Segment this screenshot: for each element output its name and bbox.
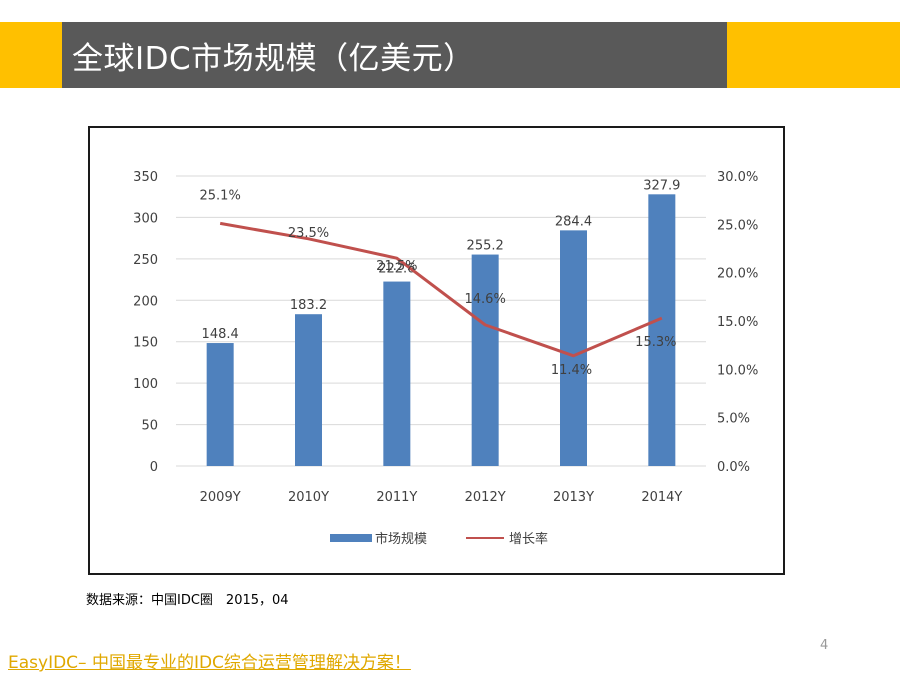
chart: 0 50 100 150 200 250 300 350 0.0% 5.0% 10.0% 15.0% 2… [133, 170, 758, 547]
y-left-tick-label: 50 [141, 419, 158, 434]
bar-value-label: 148.4 [202, 327, 239, 342]
line-value-label: 14.6% [465, 292, 506, 307]
bar [471, 254, 499, 466]
bar-value-label: 327.9 [643, 178, 680, 193]
y-right-tick-label: 0.0% [717, 460, 750, 475]
accent-bar-left [0, 22, 62, 88]
y-left-tick-label: 150 [133, 336, 158, 351]
bar [648, 194, 676, 466]
line-value-label: 15.3% [635, 335, 676, 350]
accent-bar-right [727, 22, 900, 88]
y-left-tick-label: 350 [133, 170, 158, 185]
bar-value-label: 255.2 [467, 239, 504, 254]
y-right-tick-label: 10.0% [717, 363, 758, 378]
y-left-tick-label: 0 [150, 460, 158, 475]
y-right-tick-label: 25.0% [717, 218, 758, 233]
x-tick-label: 2014Y [641, 490, 682, 505]
growth-line [219, 221, 663, 358]
line-value-label: 21.5% [376, 259, 417, 274]
x-tick-label: 2009Y [200, 490, 241, 505]
legend-swatch-bar [330, 534, 372, 542]
slogan-link[interactable]: EasyIDC– 中国最专业的IDC综合运营管理解决方案！ [8, 653, 411, 673]
y-right-tick-label: 5.0% [717, 412, 750, 427]
page-number: 4 [820, 638, 829, 653]
x-tick-label: 2010Y [288, 490, 329, 505]
title-band: 全球IDC市场规模（亿美元） [62, 22, 727, 88]
legend-label-bar: 市场规模 [375, 531, 427, 547]
y-right-tick-label: 30.0% [717, 170, 758, 185]
x-tick-label: 2012Y [465, 490, 506, 505]
y-right-tick-label: 15.0% [717, 315, 758, 330]
bar [295, 314, 322, 466]
bar-value-label: 183.2 [290, 298, 327, 313]
bar-value-label: 284.4 [555, 214, 592, 229]
y-left-tick-label: 250 [133, 253, 158, 268]
page-title: 全球IDC市场规模（亿美元） [72, 40, 475, 77]
y-left-tick-label: 100 [133, 377, 158, 392]
line-value-label: 23.5% [288, 226, 329, 241]
line-value-label: 11.4% [551, 363, 592, 378]
x-tick-label: 2013Y [553, 490, 594, 505]
x-tick-label: 2011Y [376, 490, 417, 505]
y-right-tick-label: 20.0% [717, 267, 758, 282]
legend-label-line: 增长率 [509, 531, 548, 547]
bar [560, 230, 587, 466]
y-left-tick-label: 200 [133, 294, 158, 309]
bar [383, 281, 411, 466]
bar [206, 343, 234, 466]
data-source: 数据来源：中国IDC圈 2015，04 [86, 593, 289, 608]
chart-frame: 0 50 100 150 200 250 300 350 0.0% 5.0% 10.0% 15.0% 2… [88, 126, 785, 575]
line-value-label: 25.1% [200, 188, 241, 203]
y-left-tick-label: 300 [133, 211, 158, 226]
